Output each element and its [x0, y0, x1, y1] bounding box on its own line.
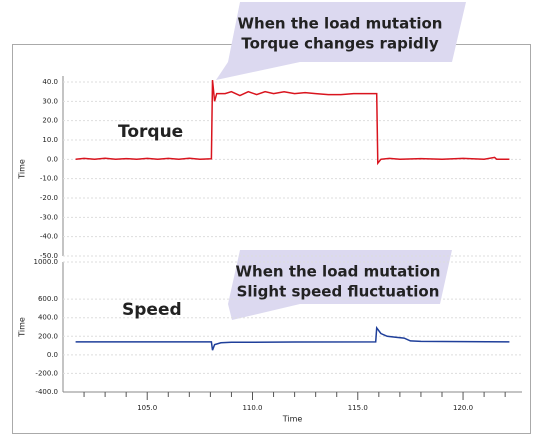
x-tick-label: 110.0 [242, 404, 262, 412]
y-tick-label: -10.0 [40, 175, 58, 183]
callout-text: When the load mutation [238, 15, 443, 33]
y-tick-label: 200.0 [38, 332, 58, 340]
y-tick-label: -20.0 [40, 194, 58, 202]
x-tick-label: 120.0 [453, 404, 473, 412]
y-axis-label: Time [18, 159, 27, 180]
x-tick-label: 115.0 [348, 404, 368, 412]
y-tick-label: 20.0 [42, 117, 58, 125]
x-axis-label: Time [282, 415, 303, 424]
annotation: Speed [122, 300, 182, 320]
y-tick-label: 600.0 [38, 295, 58, 303]
y-tick-label: 400.0 [38, 314, 58, 322]
y-tick-label: 1000.0 [34, 258, 59, 266]
callout-box [228, 250, 452, 320]
y-tick-label: 40.0 [42, 78, 58, 86]
y-axis-label: Time [18, 317, 27, 338]
frame [12, 44, 531, 434]
series-line [75, 325, 510, 351]
y-tick-label: -50.0 [40, 252, 58, 260]
y-tick-label: 10.0 [42, 136, 58, 144]
callout-text: When the load mutation [236, 263, 441, 281]
callout-text: Torque changes rapidly [241, 35, 438, 53]
y-tick-label: 0.0 [47, 351, 58, 359]
y-tick-label: -200.0 [35, 369, 58, 377]
y-tick-label: -40.0 [40, 233, 58, 241]
x-tick-label: 105.0 [137, 404, 157, 412]
y-tick-label: -30.0 [40, 213, 58, 221]
callout-text: Slight speed fluctuation [237, 283, 440, 301]
annotation: Torque [118, 122, 183, 142]
y-tick-label: 0.0 [47, 155, 58, 163]
callout-box [216, 2, 466, 80]
series-line [75, 80, 510, 166]
y-tick-label: 30.0 [42, 97, 58, 105]
y-tick-label: -400.0 [35, 388, 58, 396]
